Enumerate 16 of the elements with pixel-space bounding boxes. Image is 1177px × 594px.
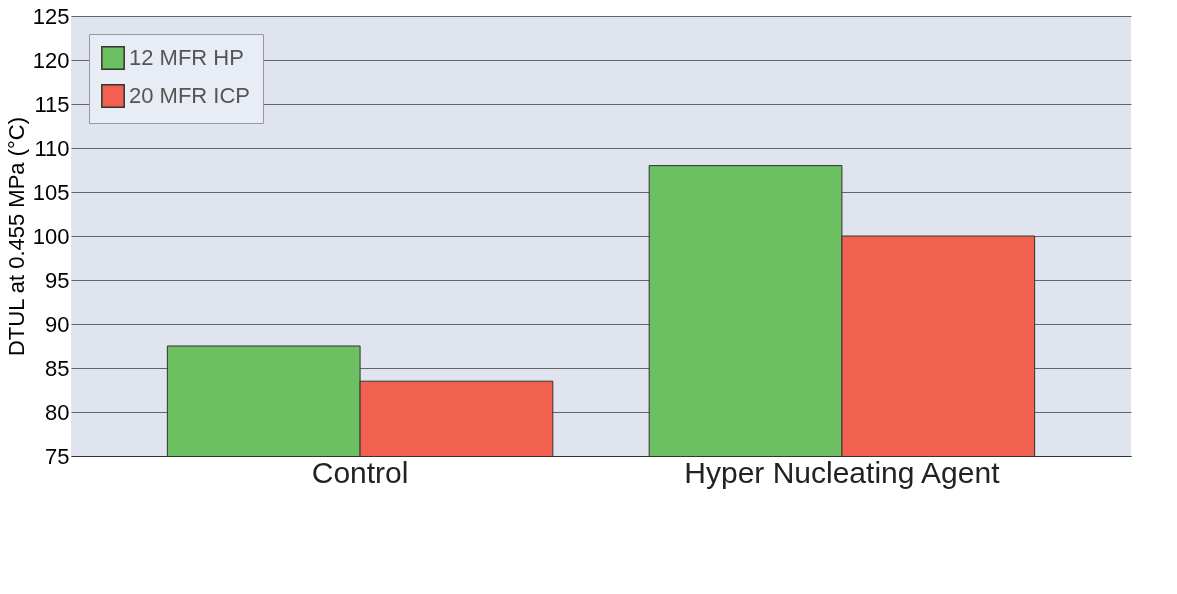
y-axis-title: DTUL at 0.455 MPa (°C) [3,116,29,357]
y-tick-label: 120 [32,47,70,73]
x-tick-label: Hyper Nucleating Agent [684,455,1001,489]
y-tick-label: 85 [45,355,70,381]
x-tick-label: Control [311,455,409,489]
y-tick-label: 90 [45,311,70,337]
y-tick-label: 80 [45,399,70,425]
legend-label: 12 MFR HP [129,45,244,70]
y-tick-label: 100 [32,223,70,249]
legend-label: 20 MFR ICP [129,83,251,108]
y-tick-label: 110 [34,135,70,161]
y-tick-label: 75 [45,443,70,469]
y-tick-label: 95 [45,267,70,293]
y-tick-label: 105 [32,179,70,205]
y-tick-label: 115 [34,91,70,117]
y-tick-label: 125 [32,3,70,29]
